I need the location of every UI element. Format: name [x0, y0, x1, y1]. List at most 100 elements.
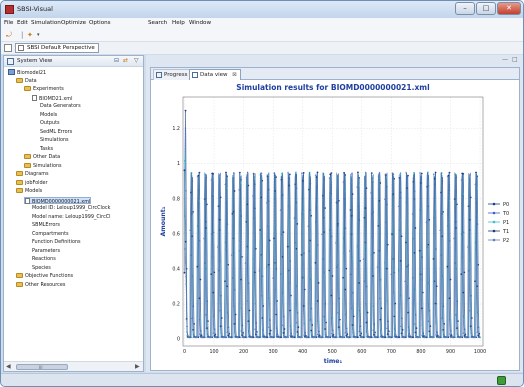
close-tab-icon[interactable]: ⊠ [232, 72, 237, 78]
tree-item[interactable]: Other Data [24, 154, 60, 161]
maximize-view-icon[interactable]: □ [512, 56, 518, 63]
data-point [475, 171, 477, 174]
data-point [315, 267, 318, 270]
tree-item[interactable]: Function Definitions [32, 239, 81, 246]
data-point [391, 172, 394, 175]
data-point [267, 174, 269, 177]
data-point [453, 237, 456, 240]
folder-icon [24, 154, 31, 159]
data-point [365, 321, 368, 324]
data-point [335, 187, 338, 189]
tree-item[interactable]: Models [40, 112, 57, 119]
tree-item[interactable]: Other Resources [16, 281, 65, 289]
data-point [314, 173, 317, 176]
data-point [184, 275, 187, 278]
scroll-left-icon[interactable]: ◀ [6, 363, 11, 370]
menu-simulation[interactable]: Simulation [31, 20, 61, 26]
menu-options[interactable]: Options [89, 20, 111, 26]
horizontal-scrollbar[interactable]: ◀ III ▶ [4, 361, 143, 371]
tree-item[interactable]: Model name: Leloup1999_CircCl [32, 214, 111, 221]
close-button[interactable]: ✕ [497, 2, 521, 15]
tree-item-label: jobFolder [25, 179, 48, 186]
tab-progress[interactable]: Progress [153, 69, 192, 80]
menu-file[interactable]: File [4, 20, 14, 26]
data-point [406, 223, 409, 225]
data-point [356, 185, 359, 188]
data-point [259, 173, 262, 176]
data-point [296, 285, 298, 288]
y-tick-label: 1 [177, 161, 180, 167]
data-point [454, 227, 457, 229]
data-point [280, 273, 282, 275]
data-point [246, 171, 249, 174]
status-icon[interactable] [497, 376, 506, 385]
scroll-right-icon[interactable]: ▶ [135, 363, 140, 370]
collapse-all-icon[interactable]: ⊟ [114, 57, 120, 64]
minimize-button[interactable]: – [455, 2, 475, 15]
chart-container: Simulation results for BIOMD0000000021.x… [151, 80, 519, 370]
menu-window[interactable]: Window [189, 20, 212, 26]
tree-item[interactable]: jobFolder [16, 179, 48, 187]
tree-item[interactable]: Parameters [32, 248, 60, 255]
tree-item[interactable]: BIOMD0000000021.xml [24, 196, 92, 205]
data-point [225, 171, 227, 174]
menu-search[interactable]: Search [148, 20, 168, 26]
tree-item[interactable]: Simulations [24, 162, 62, 170]
data-point [357, 184, 360, 187]
minimize-view-icon[interactable]: — [502, 56, 508, 63]
open-perspective-icon[interactable] [4, 44, 12, 52]
data-point [371, 179, 374, 182]
tree-item[interactable]: SedML Errors [40, 129, 72, 136]
view-menu-icon[interactable]: ▽ [134, 57, 139, 64]
tree-item[interactable]: Outputs [40, 120, 60, 127]
tree-item[interactable]: Compartments [32, 231, 69, 238]
legend-marker [492, 238, 496, 242]
tree-item[interactable]: Model ID: Leloup1999_CircClock [32, 205, 110, 212]
tree-item[interactable]: Models [16, 188, 42, 195]
data-point [376, 265, 379, 268]
menu-help[interactable]: Help [172, 20, 185, 26]
system-view-icon [7, 58, 14, 65]
tree-item[interactable]: Tasks [40, 146, 53, 153]
tree-item[interactable]: Data [16, 77, 37, 85]
tree-item[interactable]: BIOMD21.xml [32, 94, 72, 102]
data-point [247, 335, 250, 338]
tree-item[interactable]: Simulations [40, 137, 69, 144]
tree-item[interactable]: Objective Functions [16, 273, 73, 280]
tab-data-view[interactable]: Data view ⊠ [189, 69, 241, 80]
tree-item[interactable]: Experiments [24, 86, 64, 93]
data-point [468, 309, 471, 312]
tree-item[interactable]: Reactions [32, 256, 56, 263]
link-editor-icon[interactable]: ⇄ [123, 57, 129, 64]
data-point [445, 336, 448, 339]
data-point [219, 260, 222, 262]
menu-optimize[interactable]: Optimize [61, 20, 87, 26]
data-point [233, 335, 236, 338]
data-point [447, 263, 450, 266]
perspective-button[interactable]: SBSI Default Perspective [15, 43, 99, 53]
data-point [213, 315, 215, 318]
x-tick-label: 600 [357, 349, 366, 355]
chevron-down-icon[interactable]: ▾ [37, 32, 40, 38]
wand-icon[interactable]: ✦ [27, 31, 33, 39]
tree-item[interactable]: Biomodel21 [8, 69, 46, 76]
scrollbar-thumb[interactable]: III [16, 364, 68, 370]
data-point [456, 333, 459, 335]
back-icon[interactable]: ⤾ [6, 31, 12, 39]
data-point [407, 334, 410, 337]
tree-item[interactable]: Data Generators [40, 103, 81, 110]
data-point [315, 221, 317, 223]
data-point [434, 207, 437, 209]
system-view-header: System View ⊟ ⇄ ▽ [4, 56, 143, 67]
menu-edit[interactable]: Edit [17, 20, 28, 26]
data-point [279, 208, 282, 211]
tree-item[interactable]: Diagrams [16, 171, 49, 178]
title-bar[interactable]: SBSI-Visual – □ ✕ [1, 1, 523, 18]
system-view-title[interactable]: System View [17, 58, 53, 64]
tree-item[interactable]: SBMLErrors [32, 222, 60, 229]
data-point [184, 109, 187, 112]
data-point [206, 335, 209, 338]
tree-item[interactable]: Species [32, 265, 51, 272]
maximize-button[interactable]: □ [476, 2, 496, 15]
data-point [362, 257, 365, 260]
